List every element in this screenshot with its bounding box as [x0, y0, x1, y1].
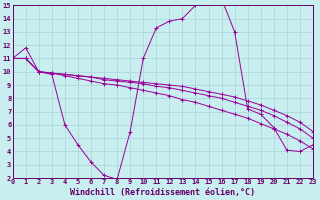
X-axis label: Windchill (Refroidissement éolien,°C): Windchill (Refroidissement éolien,°C) [70, 188, 255, 197]
